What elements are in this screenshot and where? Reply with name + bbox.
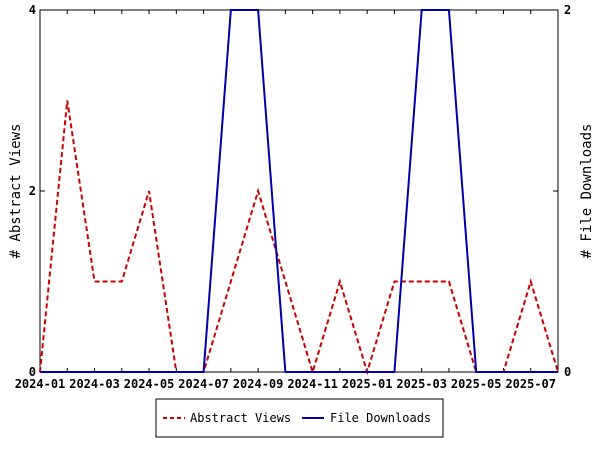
y-right-tick-label: 2 bbox=[564, 3, 571, 17]
legend: Abstract Views File Downloads bbox=[155, 398, 444, 438]
legend-box bbox=[155, 398, 444, 438]
y-right-tick-label: 0 bbox=[564, 365, 571, 379]
x-tick-label: 2025-07 bbox=[505, 377, 556, 391]
x-tick-label: 2024-09 bbox=[233, 377, 284, 391]
x-tick-label: 2024-01 bbox=[15, 377, 66, 391]
legend-label-file-downloads: File Downloads bbox=[330, 411, 431, 425]
y-axis-left-title: # Abstract Views bbox=[8, 124, 24, 259]
y-left-tick-label: 2 bbox=[29, 184, 36, 198]
x-tick-label: 2024-07 bbox=[178, 377, 229, 391]
series-line-file-downloads bbox=[40, 9, 558, 373]
plot-area bbox=[39, 9, 559, 373]
series-line-abstract-views bbox=[39, 100, 559, 376]
legend-label-abstract-views: Abstract Views bbox=[190, 411, 291, 425]
y-axis-right-title: # File Downloads bbox=[579, 124, 595, 259]
y-left-tick-label: 4 bbox=[29, 3, 36, 17]
x-tick-label: 2025-05 bbox=[451, 377, 502, 391]
x-tick-label: 2025-01 bbox=[342, 377, 393, 391]
x-tick-label: 2024-05 bbox=[124, 377, 175, 391]
tick-labels: 2024-01 2024-03 2024-05 2024-07 2024-09 2024-… bbox=[15, 3, 572, 391]
y-left-tick-label: 0 bbox=[29, 365, 36, 379]
x-tick-label: 2024-03 bbox=[69, 377, 120, 391]
x-tick-label: 2025-03 bbox=[396, 377, 447, 391]
x-tick-label: 2024-11 bbox=[287, 377, 338, 391]
series-lines bbox=[39, 9, 559, 376]
